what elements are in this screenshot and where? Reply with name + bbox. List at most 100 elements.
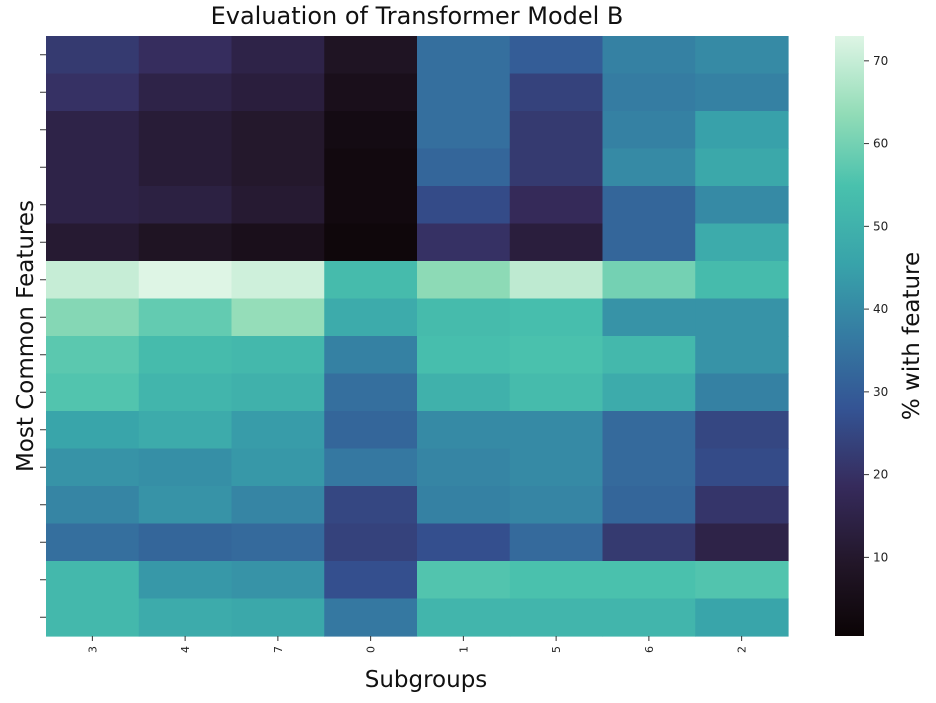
heatmap-cell: [695, 36, 789, 75]
heatmap-cell: [417, 448, 511, 487]
colorbar: 10 20 30 40 50 60 70: [835, 36, 888, 636]
heatmap-cell: [324, 261, 418, 300]
colorbar-tick-label: 40: [873, 302, 888, 316]
heatmap-cell: [138, 598, 233, 637]
heatmap-cell: [231, 561, 325, 600]
heatmap-cell: [324, 36, 418, 75]
heatmap-cell: [417, 111, 511, 150]
heatmap-cell: [324, 73, 418, 112]
heatmap-cell: [231, 186, 325, 225]
heatmap-cell: [231, 261, 325, 300]
heatmap-cell: [695, 148, 789, 187]
heatmap-cell: [46, 186, 140, 225]
heatmap-cell: [324, 448, 418, 487]
x-axis-label: Subgroups: [365, 667, 488, 693]
heatmap-cell: [46, 598, 140, 637]
heatmap-cell: [417, 523, 511, 562]
colorbar-tick-label: 10: [873, 550, 888, 564]
heatmap-cell: [231, 486, 325, 525]
heatmap-cell: [695, 486, 789, 525]
heatmap-cell: [417, 561, 511, 600]
heatmap-cell: [324, 223, 418, 262]
heatmap-cell: [695, 373, 789, 412]
heatmap-cell: [695, 186, 789, 225]
heatmap-cell: [509, 186, 604, 225]
heatmap-cell: [138, 486, 233, 525]
colorbar-tick-label: 20: [873, 468, 888, 482]
heatmap-cell: [324, 523, 418, 562]
heatmap-cell: [231, 298, 325, 337]
heatmap-cell: [138, 523, 233, 562]
x-tick-label: 2: [736, 646, 749, 653]
heatmap-cell: [509, 486, 604, 525]
heatmap-cell: [695, 523, 789, 562]
x-tick-label: 5: [550, 646, 563, 653]
heatmap-cell: [324, 298, 418, 337]
colorbar-gradient: [835, 36, 864, 636]
colorbar-tick-label: 50: [873, 219, 888, 233]
heatmap-cell: [602, 448, 696, 487]
heatmap-cell: [509, 223, 604, 262]
heatmap-cell: [46, 148, 140, 187]
heatmap-cell: [138, 111, 233, 150]
x-tick-label: 6: [643, 646, 656, 653]
heatmap-cell: [695, 411, 789, 450]
heatmap-cell: [324, 373, 418, 412]
heatmap-cell: [231, 223, 325, 262]
heatmap-cell: [509, 598, 604, 637]
heatmap-cell: [417, 486, 511, 525]
heatmap-cell: [417, 148, 511, 187]
heatmap-cell: [602, 598, 696, 637]
heatmap-cell: [138, 261, 233, 300]
heatmap-cell: [509, 561, 604, 600]
heatmap-cell: [231, 523, 325, 562]
heatmap-cell: [602, 73, 696, 112]
heatmap-cell: [138, 373, 233, 412]
colorbar-tick-label: 30: [873, 385, 888, 399]
heatmap-cell: [46, 336, 140, 375]
heatmap-cell: [138, 73, 233, 112]
x-tick-label: 1: [457, 646, 470, 653]
heatmap-cell: [509, 373, 604, 412]
heatmap-cell: [509, 448, 604, 487]
heatmap-cell: [46, 486, 140, 525]
heatmap-cell: [509, 336, 604, 375]
heatmap-cell: [695, 561, 789, 600]
heatmap-cell: [46, 411, 140, 450]
heatmap-cell: [138, 36, 233, 75]
heatmap-cell: [602, 336, 696, 375]
heatmap-cell: [509, 111, 604, 150]
x-tick-label: 7: [272, 646, 285, 653]
heatmap-cell: [417, 336, 511, 375]
heatmap-cell: [509, 36, 604, 75]
heatmap-cell: [509, 411, 604, 450]
heatmap-cell: [602, 148, 696, 187]
heatmap-cell: [46, 73, 140, 112]
heatmap-cell: [138, 336, 233, 375]
heatmap-cell: [138, 223, 233, 262]
heatmap-cell: [417, 186, 511, 225]
heatmap-cell: [509, 523, 604, 562]
x-tick-label: 0: [365, 646, 378, 653]
heatmap-cell: [695, 223, 789, 262]
heatmap-cell: [509, 261, 604, 300]
heatmap-cell: [324, 486, 418, 525]
heatmap-cell: [417, 73, 511, 112]
x-tick-label: 3: [86, 646, 99, 653]
heatmap-cell: [602, 486, 696, 525]
heatmap-cell: [417, 411, 511, 450]
heatmap-cell: [46, 111, 140, 150]
colorbar-tick-label: 60: [873, 137, 888, 151]
heatmap-cell: [602, 298, 696, 337]
heatmap-cell: [509, 73, 604, 112]
heatmap-cell: [46, 223, 140, 262]
heatmap-cell: [231, 36, 325, 75]
heatmap-cells: [46, 36, 789, 637]
colorbar-tick-label: 70: [873, 54, 888, 68]
heatmap-cell: [602, 36, 696, 75]
heatmap-cell: [231, 148, 325, 187]
y-axis-label: Most Common Features: [13, 200, 39, 472]
heatmap-cell: [46, 523, 140, 562]
heatmap-cell: [602, 523, 696, 562]
